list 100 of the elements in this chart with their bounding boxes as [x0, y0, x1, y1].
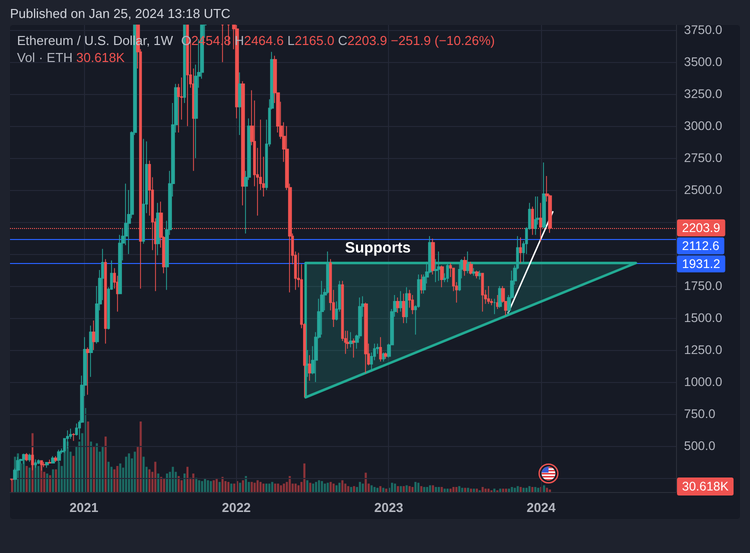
bar: [265, 484, 268, 492]
candlestick: [89, 325, 93, 378]
bar: [107, 462, 110, 492]
candlestick: [320, 280, 324, 336]
bar: [508, 488, 510, 492]
bar: [22, 459, 25, 492]
candlestick: [402, 293, 406, 324]
bar: [417, 482, 420, 492]
bar: [254, 482, 256, 492]
bar: [312, 484, 314, 492]
candlestick: [379, 336, 382, 362]
bar: [335, 485, 338, 492]
bar: [210, 481, 212, 492]
bar: [104, 436, 107, 492]
bar: [338, 482, 340, 492]
bar: [58, 462, 60, 492]
bar: [204, 478, 206, 492]
candlestick: [531, 206, 534, 236]
bar: [113, 469, 116, 492]
bar: [353, 486, 356, 492]
bar: [370, 485, 373, 492]
bar: [49, 475, 52, 492]
candlestick: [446, 262, 449, 283]
bar: [166, 474, 168, 492]
bar: [46, 474, 48, 492]
bar: [482, 486, 484, 492]
y-tick-label: 2750.0: [684, 151, 722, 166]
bar: [429, 485, 432, 492]
candlestick: [458, 262, 461, 292]
bar: [256, 480, 259, 492]
bar: [358, 482, 361, 492]
candlestick: [466, 251, 470, 274]
y-tick-label: 1250.0: [684, 342, 722, 357]
bar: [546, 488, 548, 492]
candlestick: [405, 286, 408, 324]
candlestick: [475, 270, 479, 279]
x-tick-label: 2023: [374, 500, 404, 515]
candlestick: [384, 352, 388, 360]
candlestick: [382, 352, 385, 362]
bar: [250, 482, 253, 492]
candlestick: [42, 462, 46, 468]
candlestick: [92, 320, 96, 350]
bar: [178, 476, 180, 492]
bar: [186, 466, 189, 492]
bar: [96, 443, 98, 492]
chart-subtitle: Published on Jan 25, 2024 13:18 UTC: [10, 6, 230, 21]
bar: [472, 488, 475, 492]
bar: [128, 453, 130, 492]
bar: [230, 484, 232, 492]
bar: [525, 488, 528, 492]
bar: [344, 484, 346, 492]
bar: [510, 486, 513, 492]
bar: [37, 466, 40, 492]
bar: [487, 488, 490, 492]
bar: [455, 486, 458, 492]
bar: [54, 469, 57, 492]
bar: [268, 484, 270, 492]
bar: [92, 446, 95, 492]
bar: [315, 482, 318, 492]
bar: [140, 421, 142, 492]
candlestick: [487, 286, 490, 304]
ref-line-label: 2203.9: [682, 220, 720, 235]
bar: [347, 486, 350, 492]
bar: [90, 442, 92, 492]
bar: [227, 482, 230, 492]
bar: [467, 488, 470, 492]
bar: [505, 488, 508, 492]
bar: [306, 480, 308, 492]
bar: [206, 480, 209, 492]
bar: [212, 480, 215, 492]
candlestick: [478, 270, 481, 280]
bar: [406, 485, 408, 492]
bar: [444, 488, 446, 492]
candlestick: [45, 462, 49, 468]
candlestick: [306, 350, 309, 378]
bar: [303, 463, 306, 492]
bar: [458, 486, 460, 492]
bar: [134, 452, 136, 492]
bar: [244, 476, 247, 492]
bar: [294, 484, 297, 492]
bar: [262, 484, 265, 492]
bar: [172, 466, 174, 492]
candlestick: [472, 268, 476, 276]
candlestick: [493, 298, 496, 315]
y-tick-label: 2500.0: [684, 183, 722, 198]
y-tick-label: 500.0: [684, 438, 716, 453]
bar: [309, 482, 312, 492]
y-tick-label: 1000.0: [684, 374, 722, 389]
candlestick: [498, 286, 502, 308]
annotation: Vol · ETH 30.618K: [17, 50, 125, 65]
candlestick: [469, 261, 473, 275]
bar: [201, 481, 204, 492]
candlestick: [399, 290, 403, 312]
candlestick: [238, 72, 242, 136]
bar: [531, 486, 534, 492]
candlestick: [72, 432, 75, 442]
ref-line-label: 1931.2: [682, 256, 720, 271]
bar: [320, 481, 323, 492]
bar: [282, 484, 285, 492]
bar: [163, 478, 166, 492]
